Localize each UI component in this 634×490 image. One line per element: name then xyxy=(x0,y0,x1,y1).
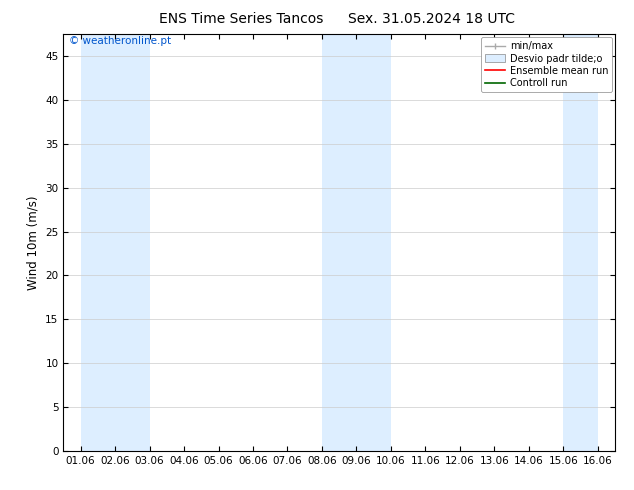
Legend: min/max, Desvio padr tilde;o, Ensemble mean run, Controll run: min/max, Desvio padr tilde;o, Ensemble m… xyxy=(481,37,612,92)
Text: © weatheronline.pt: © weatheronline.pt xyxy=(69,36,171,47)
Text: Sex. 31.05.2024 18 UTC: Sex. 31.05.2024 18 UTC xyxy=(347,12,515,26)
Bar xyxy=(563,34,598,451)
Bar xyxy=(322,34,356,451)
Bar xyxy=(115,34,150,451)
Text: ENS Time Series Tancos: ENS Time Series Tancos xyxy=(158,12,323,26)
Bar xyxy=(356,34,391,451)
Bar xyxy=(81,34,115,451)
Y-axis label: Wind 10m (m/s): Wind 10m (m/s) xyxy=(27,196,40,290)
